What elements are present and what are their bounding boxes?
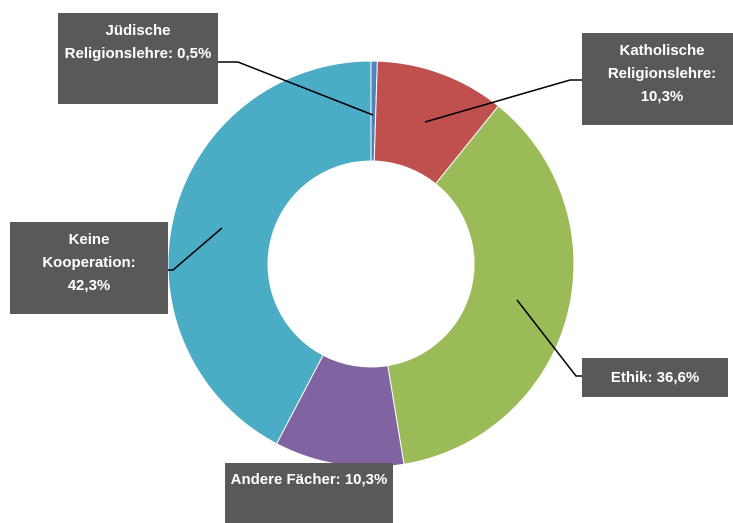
leader-line [516, 299, 582, 377]
leader-line [168, 227, 223, 271]
leader-line [424, 79, 582, 123]
leader-line [218, 61, 374, 116]
slices [167, 60, 575, 468]
slice [387, 105, 575, 465]
data-label: Katholische Religionslehre: 10,3% [582, 33, 733, 125]
data-label: Jüdische Religionslehre: 0,5% [58, 13, 218, 104]
slice [167, 60, 372, 445]
data-label: Andere Fächer: 10,3% [225, 463, 393, 523]
data-label: Keine Kooperation: 42,3% [10, 222, 168, 314]
data-label: Ethik: 36,6% [582, 358, 728, 397]
